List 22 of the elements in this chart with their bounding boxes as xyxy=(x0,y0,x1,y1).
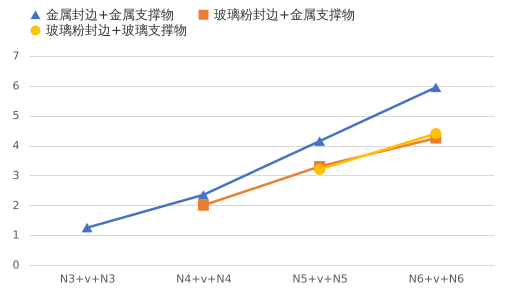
point xyxy=(314,164,326,175)
y-tick-label: 7 xyxy=(12,50,20,62)
x-tick-label: N6+v+N6 xyxy=(408,272,464,286)
point xyxy=(430,128,442,140)
y-tick-label: 5 xyxy=(12,109,20,122)
x-tick-label: N5+v+N5 xyxy=(292,272,348,286)
legend-label: 玻璃粉封边+金属支撑物 xyxy=(214,8,355,23)
y-tick-label: 6 xyxy=(12,79,20,92)
y-tick-label: 4 xyxy=(12,139,20,152)
point xyxy=(430,82,442,92)
point xyxy=(198,200,209,211)
y-tick-label: 0 xyxy=(12,258,20,272)
legend-label: 金属封边+金属支撑物 xyxy=(46,8,174,23)
point xyxy=(82,222,93,232)
point xyxy=(198,190,209,200)
y-tick-label: 2 xyxy=(12,198,20,212)
x-tick-label: N4+v+N4 xyxy=(176,272,232,286)
y-tick-label: 3 xyxy=(12,168,20,182)
x-tick-label: N3+v+N3 xyxy=(60,272,116,286)
y-tick-label: 1 xyxy=(12,228,20,242)
point xyxy=(314,136,326,146)
legend-label: 玻璃粉封边+玻璃支撑物 xyxy=(46,24,187,38)
